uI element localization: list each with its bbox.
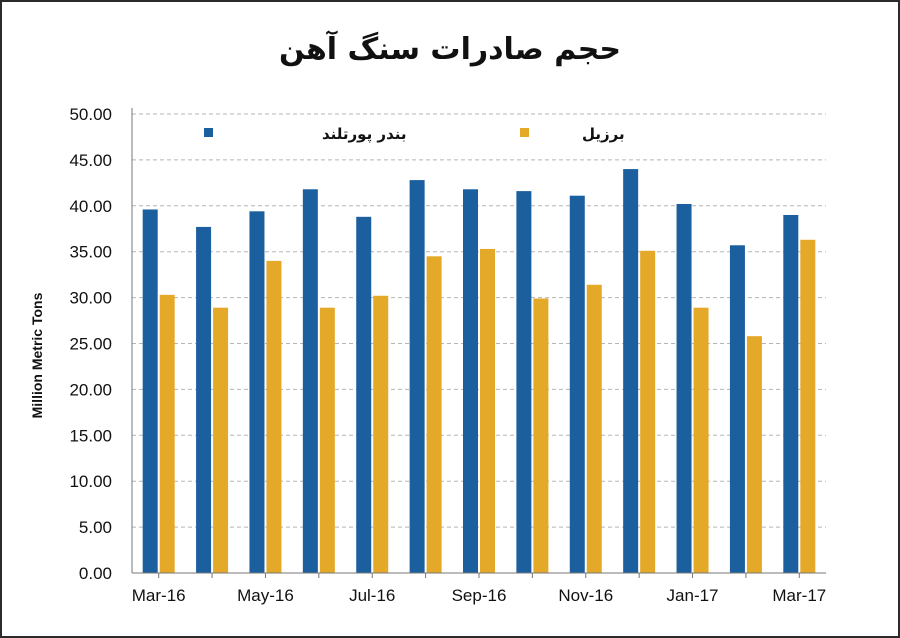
x-tick-label: Mar-16 <box>132 586 186 605</box>
bar-series1 <box>249 211 265 574</box>
bar-series2 <box>640 250 656 574</box>
bar-series1 <box>409 180 425 573</box>
bar-series1 <box>569 195 585 573</box>
bar-series2 <box>480 248 495 574</box>
bar-series1 <box>783 214 799 574</box>
y-tick-label: 0.00 <box>79 564 112 583</box>
x-tick-label: Nov-16 <box>558 586 613 605</box>
bar-series1 <box>142 209 158 574</box>
x-tick-label: Mar-17 <box>772 586 826 605</box>
bar-series2 <box>159 294 175 573</box>
y-tick-label: 25.00 <box>69 335 112 354</box>
bar-series2 <box>693 307 709 573</box>
bar-series2 <box>426 256 442 573</box>
legend-label: بندر پورتلند <box>322 125 407 144</box>
y-tick-label: 10.00 <box>69 472 112 491</box>
y-tick-label: 35.00 <box>69 243 112 262</box>
y-tick-label: 5.00 <box>79 518 112 537</box>
bar-series1 <box>676 203 692 574</box>
bar-series2 <box>800 239 816 574</box>
x-tick-label: May-16 <box>237 586 294 605</box>
bar-series1 <box>463 189 478 573</box>
bar-series1 <box>623 169 639 573</box>
bar-series2 <box>213 307 229 573</box>
bar-series1 <box>729 245 745 574</box>
y-tick-label: 45.00 <box>69 151 112 170</box>
legend-swatch <box>520 128 529 137</box>
x-tick-label: Jul-16 <box>349 586 395 605</box>
bar-series2 <box>533 298 549 573</box>
chart-title: حجم صادرات سنگ آهن <box>279 32 621 67</box>
y-tick-label: 20.00 <box>69 380 112 399</box>
bar-series2 <box>586 284 602 573</box>
bar-series1 <box>516 191 532 573</box>
bar-series1 <box>356 216 372 574</box>
bar-series2 <box>266 260 282 573</box>
legend-swatch <box>204 128 213 137</box>
y-axis-label: Million Metric Tons <box>29 292 45 418</box>
bar-series1 <box>196 226 212 573</box>
legend-label: برزیل <box>582 125 625 143</box>
y-tick-label: 50.00 <box>69 105 112 124</box>
bar-series2 <box>319 307 335 573</box>
y-tick-label: 15.00 <box>69 426 112 445</box>
bar-series2 <box>373 295 389 573</box>
bar-series1 <box>302 189 318 573</box>
y-tick-label: 30.00 <box>69 289 112 308</box>
x-tick-label: Jan-17 <box>667 586 719 605</box>
bar-series2 <box>746 336 762 573</box>
y-tick-label: 40.00 <box>69 197 112 216</box>
x-tick-label: Sep-16 <box>452 586 507 605</box>
